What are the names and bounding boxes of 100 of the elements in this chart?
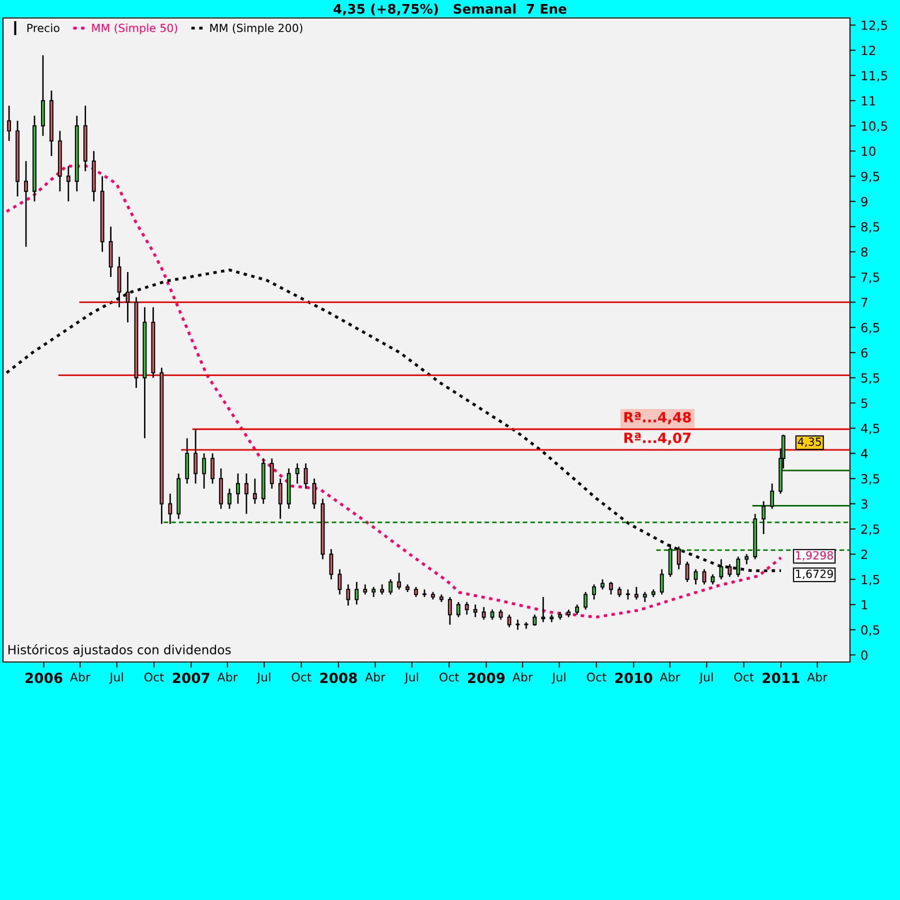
- y-tick-label: 3,5: [861, 474, 880, 485]
- candlestick: [694, 568, 698, 586]
- candlestick: [770, 482, 774, 510]
- x-tick-label: Oct: [440, 672, 460, 682]
- y-tick-label: 0,5: [861, 625, 880, 636]
- candlestick: [660, 568, 664, 596]
- candlestick: [541, 596, 546, 623]
- y-tick-label: 12: [862, 46, 876, 55]
- candlestick: [676, 546, 681, 570]
- candlestick: [66, 165, 70, 202]
- x-tick-label: Jul: [404, 672, 418, 684]
- candlestick: [168, 493, 172, 525]
- x-tick-label: Jul: [256, 672, 270, 684]
- candlestick: [609, 581, 613, 596]
- candlestick: [295, 462, 300, 484]
- y-tick-label: 8,5: [861, 222, 880, 233]
- annotation: Rª...4,07: [624, 432, 691, 445]
- candlestick: [618, 586, 622, 598]
- candlestick: [372, 586, 376, 598]
- candlestick: [7, 104, 12, 142]
- annotation: Históricos ajustados con dividendos: [8, 644, 231, 657]
- candlestick: [473, 604, 478, 618]
- candlestick: [685, 561, 690, 583]
- chart-title: 4,35 (+8,75%) Semanal 7 Ene: [334, 4, 566, 16]
- candlestick: [575, 604, 580, 616]
- y-tick-label: 7,5: [861, 272, 880, 284]
- candlestick: [456, 601, 460, 618]
- candlestick: [346, 584, 350, 606]
- x-tick-label: Oct: [586, 672, 606, 682]
- candlestick: [516, 618, 520, 630]
- y-tick-label: 0: [861, 650, 868, 660]
- candlestick: [584, 591, 588, 610]
- candlestick: [388, 578, 393, 596]
- y-tick-label: 10,5: [862, 121, 888, 132]
- candlestick: [210, 452, 214, 484]
- line-series: [5, 164, 782, 619]
- candlestick: [252, 478, 257, 504]
- legend-label: MM (Simple 200): [210, 24, 302, 34]
- candlestick: [202, 452, 206, 490]
- candlestick: [24, 160, 28, 248]
- y-tick-label: 9: [861, 196, 868, 206]
- x-tick-label: 2011: [762, 672, 800, 684]
- candlestick: [380, 584, 384, 596]
- candlestick: [126, 271, 130, 324]
- candlestick: [236, 472, 240, 504]
- x-tick-label: Abr: [365, 672, 386, 682]
- x-tick-label: 2006: [26, 672, 62, 684]
- y-tick-label: 12,5: [862, 20, 888, 32]
- candlestick: [592, 584, 596, 600]
- candlestick: [338, 568, 342, 596]
- candlestick: [642, 591, 647, 603]
- x-tick-label: Abr: [807, 672, 828, 682]
- candlestick: [744, 553, 749, 565]
- candlestick: [762, 500, 766, 535]
- y-tick-label: 5,5: [861, 373, 880, 384]
- x-tick-label: Abr: [512, 672, 533, 682]
- y-tick-label: 9,5: [861, 172, 880, 182]
- legend-label: MM (Simple 50): [92, 24, 178, 34]
- candlestick: [270, 458, 274, 490]
- candlestick: [194, 428, 198, 484]
- y-tick-label: 2: [861, 550, 868, 559]
- x-tick-label: 2008: [320, 672, 357, 684]
- candlestick: [634, 586, 638, 600]
- annotation: Rª...4,48: [624, 412, 691, 424]
- candlestick: [397, 572, 402, 590]
- y-tick-label: 4: [861, 449, 868, 458]
- y-tick-label: 8: [861, 247, 868, 257]
- candlestick: [278, 478, 282, 520]
- x-tick-label: Abr: [660, 672, 680, 682]
- x-tick-label: Jul: [552, 672, 566, 684]
- candlestick: [354, 581, 359, 606]
- candlestick: [702, 568, 706, 586]
- x-tick-label: Abr: [217, 672, 238, 682]
- y-tick-label: 4,5: [861, 424, 880, 434]
- y-tick-label: 11,5: [862, 71, 888, 82]
- y-tick-label: 7: [861, 298, 868, 307]
- candlestick: [482, 606, 486, 620]
- x-tick-label: Oct: [734, 672, 754, 682]
- y-tick-label: 1: [862, 600, 868, 610]
- candlestick: [626, 588, 630, 600]
- candlestick: [304, 462, 308, 490]
- y-tick-label: 6,5: [861, 322, 880, 334]
- candlestick: [448, 596, 452, 626]
- candlestick: [363, 584, 368, 596]
- y-tick-label: 2,5: [861, 524, 880, 536]
- candlestick: [490, 608, 494, 620]
- annotation: 1,9298: [796, 551, 833, 561]
- y-tick-label: 3: [861, 499, 868, 509]
- candlestick: [507, 614, 512, 628]
- candlestick: [244, 472, 248, 515]
- x-tick-label: 2007: [172, 672, 210, 684]
- candlestick: [329, 548, 334, 580]
- candlestick: [414, 586, 418, 598]
- x-tick-label: 2009: [468, 672, 505, 684]
- x-tick-label: Jul: [109, 672, 123, 684]
- candlestick: [600, 578, 604, 590]
- y-tick-label: 11: [862, 96, 876, 106]
- candlestick: [464, 601, 469, 616]
- y-tick-label: 5: [861, 398, 868, 408]
- y-tick-label: 10: [862, 146, 876, 156]
